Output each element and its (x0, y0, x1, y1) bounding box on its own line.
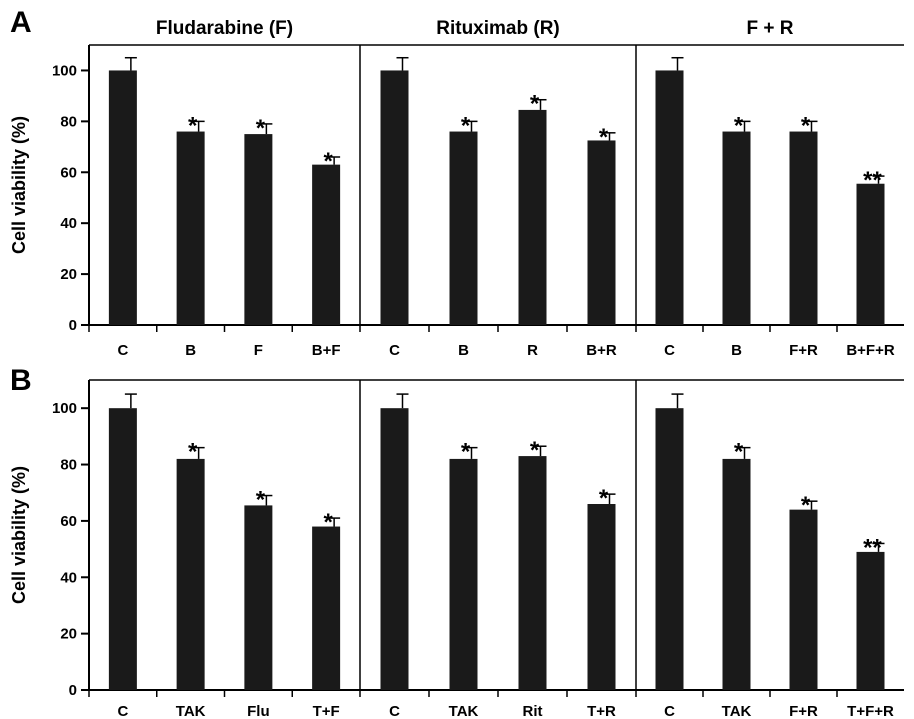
bar (108, 408, 137, 690)
category-label: F (254, 342, 263, 359)
significance-marker: * (530, 91, 540, 118)
significance-marker: * (256, 487, 266, 514)
bar (380, 70, 409, 325)
bar (856, 551, 885, 690)
panel-b: B 0 20 40 60 80 100 Cell viability (%) C * TAK * Fl… (9, 364, 904, 719)
group-title: Rituximab (R) (436, 18, 560, 39)
bar (244, 134, 273, 325)
y-tick-label: 20 (60, 266, 77, 283)
y-tick-label: 40 (60, 215, 77, 232)
category-label: Flu (247, 703, 270, 719)
category-label: C (664, 342, 675, 359)
bar (244, 505, 273, 690)
significance-marker: ** (863, 167, 882, 194)
bar (856, 183, 885, 325)
significance-marker: * (461, 439, 471, 466)
bar (449, 458, 478, 690)
significance-marker: * (256, 115, 266, 142)
category-label: R (527, 342, 538, 359)
bar (655, 408, 684, 690)
bar (108, 70, 137, 325)
y-tick-label: 80 (60, 113, 77, 130)
y-tick-label: 0 (69, 317, 77, 334)
bar (789, 131, 818, 325)
category-label: T+R (587, 703, 616, 719)
bar (449, 131, 478, 325)
significance-marker: * (530, 437, 540, 464)
y-tick-label: 0 (69, 682, 77, 699)
significance-marker: * (323, 509, 333, 536)
y-tick-label: 100 (52, 62, 77, 79)
category-label: B+F+R (846, 342, 895, 359)
significance-marker: * (188, 112, 198, 139)
significance-marker: * (801, 492, 811, 519)
bar (312, 526, 341, 690)
category-label: B+F (312, 342, 341, 359)
significance-marker: * (599, 124, 609, 151)
bar (789, 509, 818, 690)
significance-marker: * (801, 112, 811, 139)
category-label: TAK (176, 703, 206, 719)
y-axis-label: Cell viability (%) (9, 116, 29, 254)
y-tick-label: 100 (52, 400, 77, 417)
significance-marker: * (323, 148, 333, 175)
category-label: B (185, 342, 196, 359)
category-label: TAK (722, 703, 752, 719)
bar (176, 131, 205, 325)
significance-marker: * (734, 439, 744, 466)
y-tick-label: 60 (60, 513, 77, 530)
bar (722, 131, 751, 325)
significance-marker: * (188, 439, 198, 466)
significance-marker: * (734, 112, 744, 139)
bar (587, 504, 616, 690)
y-tick-label: 60 (60, 164, 77, 181)
category-label: C (389, 703, 400, 719)
bar (518, 109, 547, 325)
y-axis-label: Cell viability (%) (9, 466, 29, 604)
bar (722, 458, 751, 690)
y-tick-label: 20 (60, 626, 77, 643)
significance-marker: ** (863, 534, 882, 561)
category-label: B+R (586, 342, 617, 359)
category-label: Rit (523, 703, 543, 719)
category-label: T+F (313, 703, 340, 719)
panel-a: A 0 20 40 60 80 100 Cell viability (%) Fludarab… (9, 6, 904, 359)
category-label: B (458, 342, 469, 359)
category-label: T+F+R (847, 703, 894, 719)
group-title: F + R (747, 18, 794, 39)
category-label: C (664, 703, 675, 719)
category-label: TAK (449, 703, 479, 719)
bar (587, 140, 616, 325)
bar (176, 458, 205, 690)
y-tick-label: 40 (60, 569, 77, 586)
bar (518, 456, 547, 690)
category-label: C (389, 342, 400, 359)
category-label: F+R (789, 342, 818, 359)
significance-marker: * (461, 112, 471, 139)
bar (655, 70, 684, 325)
category-label: B (731, 342, 742, 359)
bar (380, 408, 409, 690)
category-label: F+R (789, 703, 818, 719)
group-title: Fludarabine (F) (156, 18, 293, 39)
y-tick-label: 80 (60, 457, 77, 474)
bar (312, 164, 341, 325)
panel-b-letter: B (10, 364, 32, 397)
category-label: C (117, 703, 128, 719)
category-label: C (117, 342, 128, 359)
significance-marker: * (599, 485, 609, 512)
panel-a-letter: A (10, 6, 32, 39)
